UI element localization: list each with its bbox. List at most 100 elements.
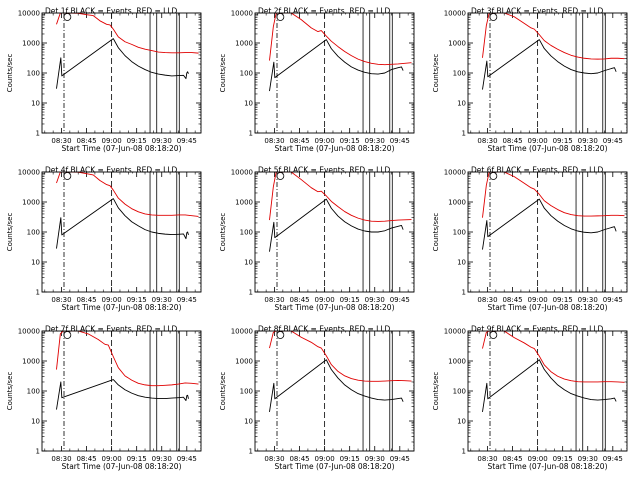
x-tick-label: 09:30	[365, 455, 385, 463]
panel-title: Det 7f BLACK = Events, RED = LLD	[45, 325, 178, 334]
x-tick-label: 08:45	[76, 137, 96, 145]
panel-title: Det 2f BLACK = Events, RED = LLD	[258, 7, 391, 16]
top-marker-circle	[276, 13, 285, 21]
top-marker-circle	[63, 13, 72, 21]
x-tick-label: 08:30	[51, 455, 71, 463]
plot-frame	[467, 12, 628, 134]
y-tick-label: 10000	[444, 169, 466, 177]
y-tick-label: 10000	[231, 169, 253, 177]
x-tick-label: 08:30	[264, 296, 284, 304]
panel-title: Det 6f BLACK = Events, RED = LLD	[471, 166, 604, 175]
top-marker-circle	[276, 331, 285, 339]
x-tick-label: 09:30	[365, 296, 385, 304]
x-tick-label: 09:45	[177, 296, 197, 304]
panel-title: Det 5f BLACK = Events, RED = LLD	[258, 166, 391, 175]
plot-area	[56, 13, 201, 133]
panel-title: Det 3f BLACK = Events, RED = LLD	[471, 7, 604, 16]
x-tick-label: 08:30	[51, 137, 71, 145]
x-tick-label: 08:45	[289, 455, 309, 463]
x-tick-label: 08:30	[264, 455, 284, 463]
plot-frame	[41, 12, 202, 134]
series-lld	[482, 331, 625, 383]
panel-det-8: Det 8f BLACK = Events, RED = LLD Counts/s…	[219, 325, 415, 471]
y-tick-label: 10	[244, 100, 253, 108]
y-tick-label: 1	[36, 130, 40, 138]
y-tick-label: 1000	[235, 199, 253, 207]
x-axis-label: Start Time (07-Jun-08 08:18:20)	[62, 462, 182, 471]
y-tick-label: 10	[457, 259, 466, 267]
y-axis-label: Counts/sec	[432, 54, 440, 93]
y-axis-label: Counts/sec	[6, 213, 14, 252]
panel-title: Det 4f BLACK = Events, RED = LLD	[45, 166, 178, 175]
panel-det-4: Det 4f BLACK = Events, RED = LLD Counts/s…	[6, 166, 202, 312]
x-tick-label: 08:30	[477, 455, 497, 463]
x-tick-label: 08:45	[502, 296, 522, 304]
x-tick-label: 09:45	[177, 137, 197, 145]
y-tick-label: 10	[244, 418, 253, 426]
series-events	[269, 359, 404, 413]
x-tick-label: 09:15	[340, 296, 360, 304]
plot-frame	[41, 330, 202, 452]
x-tick-label: 09:00	[528, 296, 548, 304]
x-tick-label: 09:00	[528, 455, 548, 463]
x-tick-label: 08:45	[289, 296, 309, 304]
panel-det-5: Det 5f BLACK = Events, RED = LLD Counts/s…	[219, 166, 415, 312]
panel-title: Det 1f BLACK = Events, RED = LLD	[45, 7, 178, 16]
x-tick-label: 09:45	[177, 455, 197, 463]
y-tick-label: 1000	[448, 358, 466, 366]
panel-det-9: Det 9f BLACK = Events, RED = LLD Counts/s…	[432, 325, 628, 471]
series-events	[269, 39, 404, 92]
y-axis-label: Counts/sec	[6, 372, 14, 411]
plot-area	[56, 172, 201, 292]
x-axis-label: Start Time (07-Jun-08 08:18:20)	[488, 144, 608, 153]
plot-area	[269, 331, 414, 451]
x-tick-label: 09:30	[152, 296, 172, 304]
x-tick-label: 08:30	[477, 296, 497, 304]
series-lld	[269, 13, 412, 66]
x-tick-label: 08:45	[502, 455, 522, 463]
x-tick-label: 09:15	[553, 296, 573, 304]
panel-title: Det 9f BLACK = Events, RED = LLD	[471, 325, 604, 334]
y-tick-label: 100	[240, 388, 253, 396]
y-tick-label: 1000	[22, 40, 40, 48]
y-axis-label: Counts/sec	[219, 54, 227, 93]
x-tick-label: 09:30	[578, 137, 598, 145]
x-tick-label: 09:00	[315, 455, 335, 463]
panel-det-7: Det 7f BLACK = Events, RED = LLD Counts/s…	[6, 325, 202, 471]
y-tick-label: 1000	[22, 358, 40, 366]
y-tick-label: 100	[27, 388, 40, 396]
plot-frame	[254, 330, 415, 452]
x-tick-label: 09:45	[390, 296, 410, 304]
x-axis-label: Start Time (07-Jun-08 08:18:20)	[488, 462, 608, 471]
series-events	[269, 198, 404, 252]
x-axis-label: Start Time (07-Jun-08 08:18:20)	[488, 303, 608, 312]
y-tick-label: 10000	[18, 169, 40, 177]
x-tick-label: 09:15	[127, 137, 147, 145]
y-tick-label: 10000	[18, 10, 40, 18]
x-axis-label: Start Time (07-Jun-08 08:18:20)	[275, 462, 395, 471]
series-events	[56, 38, 189, 89]
x-tick-label: 09:00	[102, 296, 122, 304]
series-events	[56, 379, 189, 410]
plot-area	[482, 13, 627, 133]
panel-det-6: Det 6f BLACK = Events, RED = LLD Counts/s…	[432, 166, 628, 312]
y-tick-label: 1	[462, 448, 466, 456]
plot-frame	[254, 12, 415, 134]
y-tick-label: 10	[244, 259, 253, 267]
panel-title: Det 8f BLACK = Events, RED = LLD	[258, 325, 391, 334]
series-lld	[482, 13, 625, 60]
series-lld	[56, 331, 199, 387]
y-tick-label: 10	[31, 418, 40, 426]
y-axis-label: Counts/sec	[219, 213, 227, 252]
x-tick-label: 09:45	[390, 137, 410, 145]
y-tick-label: 100	[27, 70, 40, 78]
y-tick-label: 1	[462, 289, 466, 297]
plot-frame	[254, 171, 415, 293]
series-lld	[269, 331, 412, 382]
top-marker-circle	[63, 172, 72, 180]
y-axis-label: Counts/sec	[6, 54, 14, 93]
x-tick-label: 09:15	[340, 455, 360, 463]
y-tick-label: 100	[240, 70, 253, 78]
plot-frame	[467, 330, 628, 452]
